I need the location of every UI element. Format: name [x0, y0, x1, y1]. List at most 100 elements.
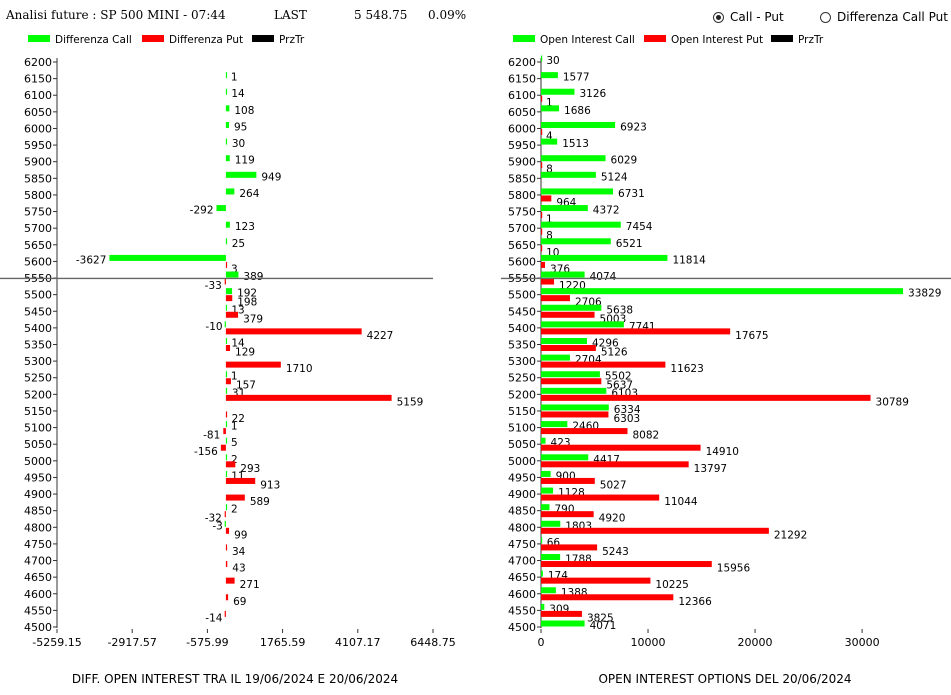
put-value-label: 913: [260, 479, 280, 491]
call-value-label: 192: [237, 288, 257, 300]
put-bar: [541, 311, 595, 318]
put-bar: [541, 212, 543, 219]
put-value-label: 293: [240, 463, 260, 475]
call-value-label: 7454: [626, 221, 653, 233]
y-tick-label: 5350: [24, 339, 52, 352]
call-bar: [216, 205, 226, 212]
header-bar: Analisi future : SP 500 MINI - 07:44 LAS…: [0, 0, 951, 30]
call-bar: [225, 221, 230, 228]
put-value-label: 129: [235, 347, 255, 359]
y-tick-label: 5400: [24, 322, 52, 335]
put-bar: [225, 544, 228, 551]
call-value-label: 4372: [593, 205, 620, 217]
put-bar: [541, 577, 651, 584]
radio-call-put[interactable]: Call - Put: [713, 10, 784, 24]
put-value-label: 43: [232, 563, 245, 575]
y-tick-label: 5450: [24, 305, 52, 318]
put-bar: [225, 394, 392, 401]
call-bar: [225, 271, 239, 278]
y-tick-label: 5100: [508, 422, 536, 435]
call-value-label: 119: [235, 155, 255, 167]
put-bar: [541, 444, 701, 451]
call-bar: [541, 470, 551, 477]
call-value-label: 6521: [616, 238, 643, 250]
put-bar: [541, 561, 712, 568]
call-bar: [541, 404, 609, 411]
radio-unselected-icon: [820, 11, 831, 23]
put-bar: [225, 328, 362, 335]
y-tick-label: 4600: [24, 588, 52, 601]
radio-call-put-label: Call - Put: [730, 10, 784, 24]
put-value-label: 198: [237, 297, 257, 309]
put-bar: [541, 278, 555, 285]
y-tick-label: 6000: [508, 122, 536, 135]
call-bar: [541, 138, 558, 145]
call-value-label: 108: [234, 105, 254, 117]
y-tick-label: 5200: [24, 388, 52, 401]
put-bar: [541, 411, 609, 418]
change-percent: 0.09%: [428, 8, 467, 22]
legend-label: Differenza Call: [55, 34, 132, 46]
x-tick-label: -575.99: [186, 636, 228, 649]
call-bar: [541, 587, 556, 594]
call-value-label: 14: [231, 88, 245, 100]
call-value-label: 30: [232, 138, 245, 150]
call-bar: [225, 121, 229, 128]
call-bar: [225, 288, 233, 295]
call-bar: [541, 504, 550, 511]
put-bar: [541, 245, 543, 252]
y-tick-label: 4950: [24, 471, 52, 484]
y-tick-label: 5100: [24, 422, 52, 435]
put-value-label: 17675: [735, 330, 768, 342]
y-tick-label: 5500: [508, 289, 536, 302]
call-value-label: 95: [234, 121, 247, 133]
call-bar: [541, 288, 904, 295]
call-bar: [541, 304, 602, 311]
put-value-label: 5243: [602, 546, 629, 558]
y-tick-label: 6100: [508, 89, 536, 102]
put-bar: [225, 361, 281, 368]
y-tick-label: 5900: [508, 156, 536, 169]
radio-diff-call-put[interactable]: Differenza Call Put: [820, 10, 948, 24]
legend-label: PrzTr: [279, 34, 305, 46]
put-bar: [541, 295, 570, 302]
call-bar: [225, 171, 257, 178]
x-tick-label: 30000: [845, 636, 880, 649]
call-bar: [541, 338, 587, 344]
call-value-label: 30: [546, 55, 559, 67]
y-tick-label: 4500: [24, 621, 52, 634]
call-bar: [225, 238, 228, 245]
radio-diff-call-put-label: Differenza Call Put: [837, 10, 948, 24]
call-bar: [225, 72, 228, 79]
call-value-label: 389: [243, 271, 263, 283]
call-value-label: 4296: [592, 338, 619, 350]
put-value-label: -156: [194, 446, 218, 458]
put-value-label: -81: [203, 430, 220, 442]
put-bar: [224, 610, 226, 617]
put-bar: [225, 527, 230, 534]
call-value-label: 25: [232, 238, 245, 250]
y-tick-label: 5400: [508, 322, 536, 335]
put-value-label: 271: [240, 579, 260, 591]
call-value-label: 3126: [579, 88, 606, 100]
call-value-label: 4074: [590, 271, 617, 283]
call-bar: [541, 205, 588, 212]
put-bar: [541, 511, 594, 518]
y-tick-label: 5750: [508, 206, 536, 219]
call-bar: [541, 321, 624, 328]
x-tick-label: 0: [538, 636, 545, 649]
call-bar: [225, 371, 228, 378]
put-value-label: 8: [546, 230, 553, 242]
call-value-label: -3627: [76, 254, 107, 266]
call-bar: [225, 470, 228, 477]
y-tick-label: 5450: [508, 305, 536, 318]
call-bar: [225, 188, 235, 195]
call-bar: [225, 421, 228, 428]
call-bar: [541, 88, 575, 95]
legend-swatch: [28, 35, 50, 42]
y-tick-label: 4750: [508, 538, 536, 551]
call-bar: [541, 155, 606, 162]
y-tick-label: 5900: [24, 156, 52, 169]
y-tick-label: 4850: [24, 505, 52, 518]
y-tick-label: 5700: [24, 222, 52, 235]
